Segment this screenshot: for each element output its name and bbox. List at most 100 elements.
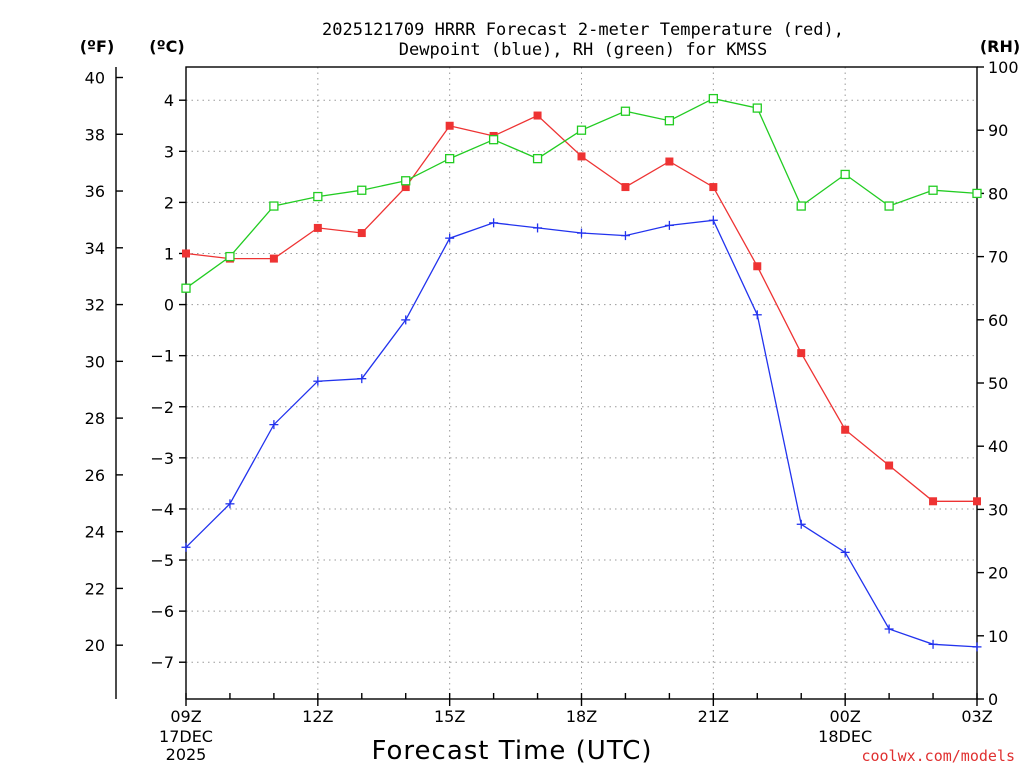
rh-tick-label: 10 (988, 627, 1008, 646)
celsius-tick-label: −4 (150, 500, 174, 519)
temperature-point (885, 461, 894, 470)
dewpoint-point (796, 519, 806, 529)
unit-label-rh: (RH) (980, 37, 1020, 56)
rh-tick-label: 100 (988, 58, 1019, 77)
temperature-line (185, 114, 977, 502)
rh-tick-label: 90 (988, 121, 1008, 140)
celsius-tick-label: 4 (164, 91, 174, 110)
x-tick-label: 09Z (170, 707, 201, 726)
dewpoint-point (664, 220, 674, 230)
rh-tick-label: 30 (988, 500, 1008, 519)
rh-tick-label: 20 (988, 564, 1008, 583)
dewpoint-point (225, 499, 235, 509)
temperature-point (445, 121, 454, 130)
rh-point (357, 185, 367, 195)
dewpoint-point (752, 310, 762, 320)
x-tick-label: 00Z (830, 707, 861, 726)
dewpoint-line (185, 219, 978, 648)
temperature-point (577, 152, 586, 161)
x-tick-label: 18Z (566, 707, 597, 726)
rh-point (576, 125, 587, 135)
x-date-label: 17DEC (159, 727, 213, 746)
dewpoint-point (972, 642, 982, 652)
rh-point (225, 251, 235, 262)
dewpoint-point (884, 624, 894, 634)
celsius-tick-label: −1 (150, 347, 174, 366)
rh-point (972, 188, 982, 199)
temperature-point (841, 425, 850, 434)
fahrenheit-tick-label: 32 (85, 296, 105, 315)
celsius-tick-label: −3 (150, 449, 174, 468)
rh-tick-label: 50 (988, 374, 1008, 393)
temperature-point (929, 497, 938, 506)
rh-tick-label: 60 (988, 311, 1008, 330)
fahrenheit-tick-label: 20 (85, 636, 105, 655)
celsius-tick-label: 3 (164, 142, 174, 161)
dewpoint-point (533, 223, 543, 233)
rh-point (796, 201, 806, 211)
dewpoint-point (620, 231, 630, 241)
series-rh (181, 93, 982, 293)
unit-label-celsius: (ºC) (149, 37, 184, 56)
x-tick-label: 03Z (961, 707, 992, 726)
fahrenheit-tick-label: 40 (85, 69, 105, 88)
x-tick-label: 21Z (698, 707, 729, 726)
rh-point (532, 153, 543, 164)
temperature-point (533, 111, 542, 120)
temperature-point (973, 497, 981, 506)
fahrenheit-tick-label: 22 (85, 579, 105, 598)
temperature-point (621, 183, 630, 192)
dewpoint-point (445, 233, 455, 243)
rh-point (401, 176, 411, 186)
dewpoint-point (928, 639, 938, 649)
rh-point (445, 153, 455, 164)
dewpoint-point (269, 420, 279, 430)
celsius-tick-label: 0 (164, 296, 174, 315)
rh-point (708, 93, 718, 104)
fahrenheit-tick-label: 34 (85, 239, 105, 258)
temperature-point (753, 262, 762, 271)
unit-label-fahrenheit: (ºF) (80, 37, 115, 56)
rh-point (488, 135, 499, 145)
axes: −7−6−5−4−3−2−101234202224262830323436384… (85, 58, 1019, 764)
temperature-point (709, 183, 718, 192)
fahrenheit-tick-label: 30 (85, 352, 105, 371)
rh-tick-label: 70 (988, 248, 1008, 267)
temperature-point (182, 249, 190, 258)
x-axis-label: Forecast Time (UTC) (371, 736, 652, 766)
x-date-label: 18DEC (818, 727, 872, 746)
celsius-tick-label: −6 (150, 602, 174, 621)
fahrenheit-tick-label: 28 (85, 409, 105, 428)
fahrenheit-tick-label: 38 (85, 125, 105, 144)
dewpoint-point (401, 315, 411, 325)
celsius-tick-label: −2 (150, 398, 174, 417)
x-year-label: 2025 (166, 745, 207, 764)
fahrenheit-tick-label: 26 (85, 466, 105, 485)
rh-point (664, 116, 675, 126)
credit-text: coolwx.com/models (861, 747, 1015, 765)
rh-tick-label: 0 (988, 690, 998, 709)
chart-title-line2: Dewpoint (blue), RH (green) for KMSS (399, 40, 767, 60)
x-tick-label: 15Z (434, 707, 465, 726)
temperature-point (313, 223, 322, 232)
rh-point (313, 191, 323, 202)
series-temperature (182, 111, 981, 506)
grid (186, 67, 977, 699)
rh-point (884, 201, 894, 211)
rh-point (752, 103, 762, 113)
temperature-point (401, 183, 410, 192)
rh-tick-label: 80 (988, 184, 1008, 203)
dewpoint-point (489, 218, 499, 228)
temperature-point (269, 254, 278, 263)
celsius-tick-label: −7 (150, 653, 174, 672)
dewpoint-point (708, 215, 718, 225)
dewpoint-point (357, 374, 367, 384)
temperature-point (797, 349, 806, 358)
temperature-point (357, 229, 366, 238)
temperature-point (665, 157, 674, 166)
x-tick-label: 12Z (302, 707, 333, 726)
celsius-tick-label: 2 (164, 193, 174, 212)
series-dewpoint (181, 215, 982, 652)
dewpoint-point (181, 542, 191, 552)
